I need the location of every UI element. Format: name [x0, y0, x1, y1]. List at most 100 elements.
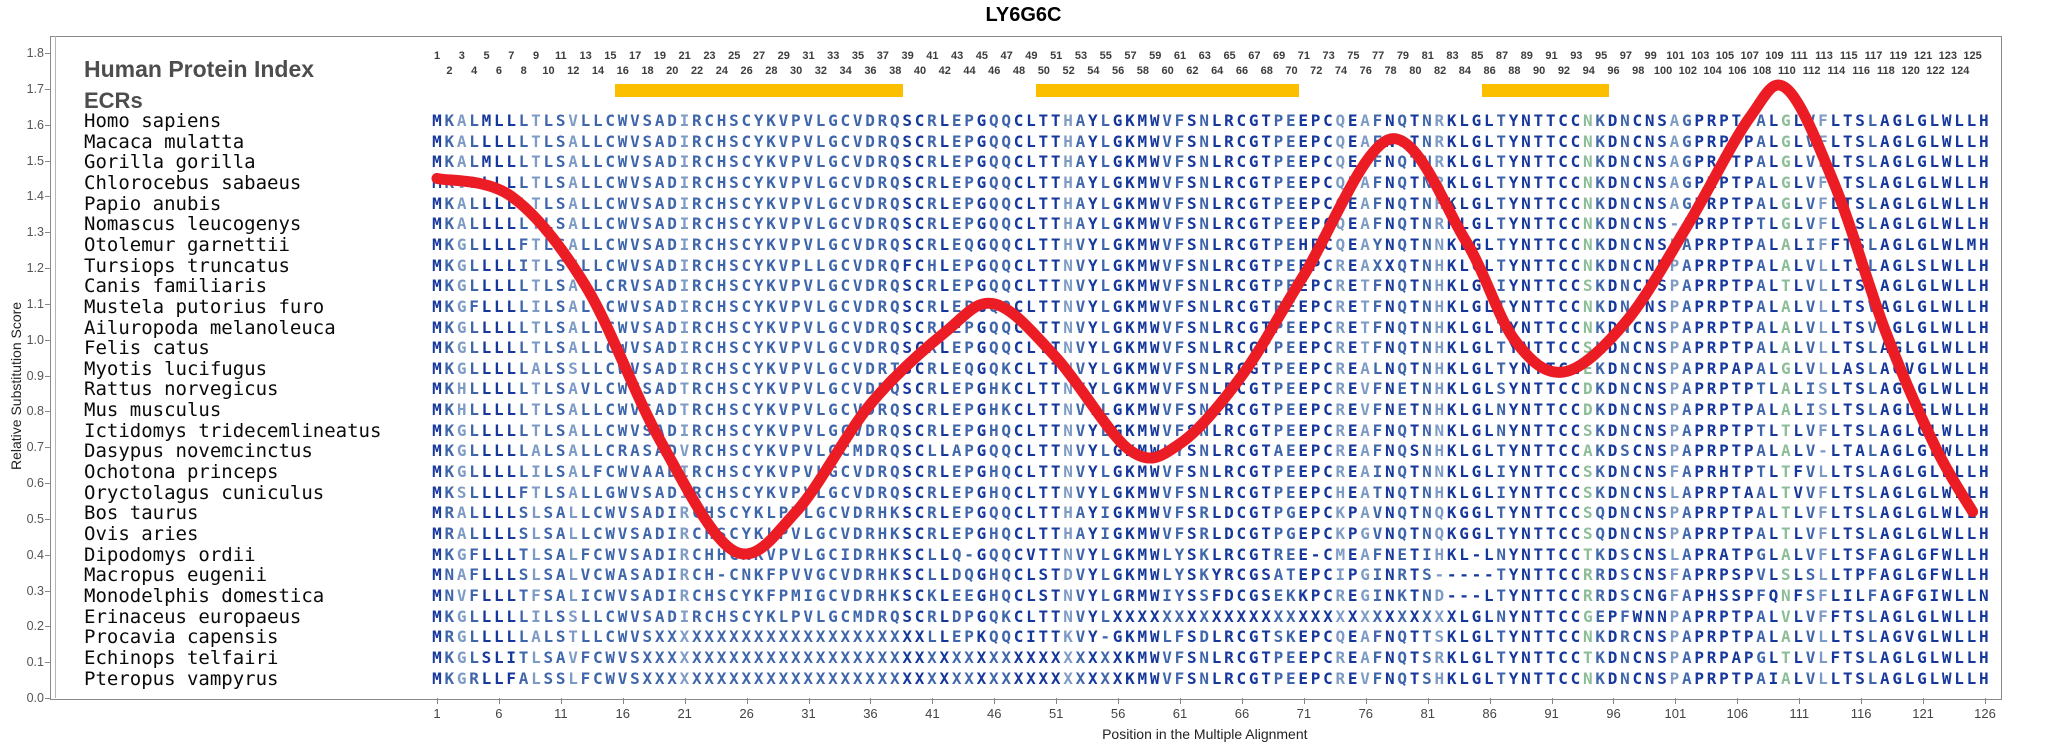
y-tick-mark [45, 411, 50, 413]
species-name: Ovis aries [84, 523, 199, 545]
species-name: Erinaceus europaeus [84, 605, 302, 628]
human-index-number: 51 [1050, 50, 1063, 62]
human-index-number: 49 [1025, 50, 1038, 62]
human-index-number: 111 [1790, 50, 1808, 62]
ecr-region-bar [614, 84, 904, 97]
y-tick-mark [45, 303, 50, 305]
human-index-number: 30 [790, 65, 803, 77]
y-tick-label: 0.0 [26, 691, 44, 705]
x-tick-mark [1799, 698, 1801, 704]
human-index-number: 64 [1211, 65, 1224, 77]
human-index-number: 62 [1186, 65, 1199, 77]
human-index-number: 102 [1678, 65, 1697, 77]
human-index-number: 38 [889, 65, 902, 77]
human-index-number: 57 [1124, 50, 1137, 62]
human-index-number: 37 [876, 50, 889, 62]
species-name: Echinops telfairi [84, 646, 279, 669]
x-tick-label: 66 [1234, 706, 1250, 721]
human-index-number: 74 [1334, 65, 1348, 77]
x-tick-mark [1985, 698, 1986, 704]
human-index-number: 67 [1248, 50, 1261, 62]
human-index-number: 50 [1037, 65, 1050, 77]
human-index-number: 121 [1913, 50, 1933, 62]
human-index-number: 13 [579, 50, 592, 62]
human-index-number: 12 [567, 65, 580, 77]
human-index-number: 106 [1728, 65, 1747, 77]
human-index-number: 41 [926, 50, 939, 62]
y-tick-label: 1.0 [26, 332, 44, 347]
x-tick-mark [932, 698, 934, 704]
y-tick-mark [45, 483, 50, 484]
y-tick-mark [45, 698, 50, 699]
human-index-number: 33 [827, 50, 840, 62]
y-tick-mark [45, 626, 50, 628]
y-tick-label: 1.8 [26, 46, 44, 60]
human-index-number: 44 [963, 65, 976, 77]
human-index-number: 53 [1074, 50, 1088, 62]
y-tick-label: 1.1 [26, 296, 44, 311]
species-name: Homo sapiens [84, 110, 222, 132]
x-tick-label: 11 [554, 706, 568, 721]
x-axis-title: Position in the Multiple Alignment [1102, 726, 1308, 742]
human-index-number: 61 [1173, 50, 1187, 62]
human-index-number: 23 [703, 50, 716, 62]
human-index-number: 122 [1926, 65, 1945, 77]
x-tick-label: 106 [1726, 706, 1749, 721]
x-tick-mark [746, 698, 748, 704]
y-tick-label: 1.4 [26, 189, 44, 204]
human-index-number: 73 [1322, 50, 1335, 62]
human-index-number: 99 [1644, 50, 1657, 62]
x-tick-mark [1427, 698, 1429, 704]
x-tick-label: 101 [1664, 706, 1687, 721]
species-name: Pteropus vampyrus [84, 667, 279, 690]
human-index-number: 93 [1570, 50, 1583, 62]
species-name: Canis familiaris [84, 275, 268, 298]
y-tick-label: 1.2 [26, 261, 44, 275]
human-index-number: 34 [839, 65, 852, 77]
human-index-number: 45 [975, 50, 989, 62]
x-tick-label: 6 [495, 706, 503, 721]
human-index-number: 110 [1777, 65, 1796, 77]
human-index-number: 101 [1666, 50, 1685, 62]
y-tick-mark [45, 375, 50, 377]
species-name: Macropus eugenii [84, 564, 268, 587]
human-index-number: 78 [1384, 65, 1397, 77]
human-index-number: 2 [446, 65, 453, 77]
y-tick-label: 1.6 [26, 117, 44, 132]
human-index-number: 97 [1619, 50, 1632, 62]
x-tick-mark [1241, 698, 1243, 704]
x-tick-mark [1675, 698, 1677, 704]
human-index-number: 103 [1690, 50, 1710, 62]
human-index-number: 63 [1198, 50, 1211, 62]
human-index-number: 79 [1396, 50, 1410, 62]
human-index-number: 81 [1421, 50, 1434, 62]
human-index-number: 20 [666, 65, 679, 77]
species-name: Dipodomys ordii [84, 543, 256, 566]
human-index-number: 125 [1963, 50, 1982, 62]
human-index-number: 8 [520, 65, 527, 77]
y-tick-mark [45, 232, 50, 234]
x-tick-label: 16 [615, 706, 630, 721]
x-tick-label: 26 [739, 706, 754, 721]
y-tick-mark [45, 196, 50, 198]
human-index-number: 120 [1901, 65, 1920, 77]
species-name: Otolemur garnettii [84, 233, 290, 256]
human-index-number: 54 [1087, 65, 1100, 77]
x-tick-label: 61 [1172, 706, 1188, 721]
y-tick-label: 1.7 [26, 81, 44, 96]
x-tick-label: 31 [801, 706, 816, 721]
human-index-number: 55 [1099, 50, 1112, 62]
human-index-number: 52 [1062, 65, 1075, 77]
